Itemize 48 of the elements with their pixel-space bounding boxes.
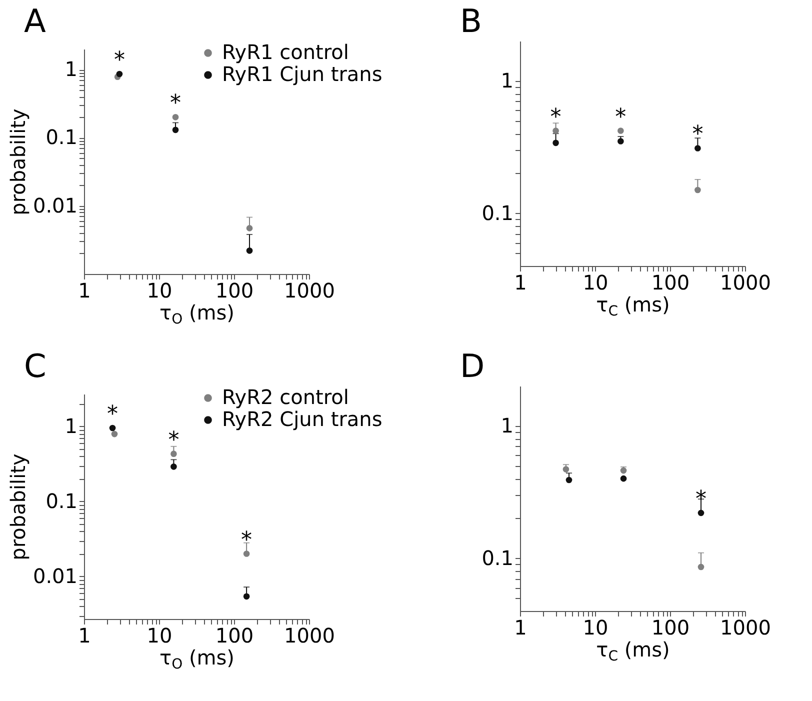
point — [552, 128, 559, 134]
annotation: * — [692, 122, 704, 148]
x-tick-label: 100 — [215, 624, 254, 648]
x-tick-label: 100 — [651, 616, 690, 640]
x-tick-label: 1000 — [720, 270, 771, 294]
x-tick-label: 10 — [146, 624, 172, 648]
chart-title: A — [24, 2, 46, 40]
legend-label: RyR1 Cjun trans — [222, 62, 382, 86]
x-axis-title: τ$_{O}$ (ms) — [160, 300, 234, 328]
annotation: * — [168, 428, 180, 453]
x-axis-title: τ$_{C}$ (ms) — [596, 292, 670, 320]
x-axis-title: τ$_{C}$ (ms) — [596, 638, 670, 665]
x-tick-label: 1000 — [720, 616, 771, 640]
annotation: * — [241, 528, 252, 553]
y-axis-title: probability — [6, 108, 30, 216]
legend-label: RyR2 Cjun trans — [222, 407, 382, 431]
y-tick-label: 1 — [500, 413, 514, 438]
legend-label: RyR1 control — [222, 40, 349, 64]
y-tick-label: 0.1 — [482, 200, 514, 225]
x-tick-label: 100 — [651, 270, 690, 294]
annotation: * — [170, 91, 182, 116]
y-tick-label: 0.1 — [46, 125, 78, 150]
chart-title: B — [460, 2, 482, 40]
y-axis-title: probability — [6, 453, 30, 560]
y-tick-label: 0.1 — [482, 546, 514, 570]
annotation: * — [550, 104, 562, 130]
x-axis-title: τ$_{O}$ (ms) — [160, 646, 234, 673]
y-tick-label: 1 — [64, 414, 78, 438]
y-tick-label: 1 — [64, 57, 78, 82]
x-tick-label: 100 — [215, 278, 254, 302]
annotation: * — [107, 402, 118, 428]
point — [694, 145, 701, 152]
x-tick-label: 1000 — [284, 624, 335, 648]
y-tick-label: 0.01 — [32, 564, 78, 588]
x-tick-label: 10 — [582, 616, 608, 640]
annotation: * — [114, 48, 125, 73]
chart-title: D — [460, 347, 485, 385]
legend-label: RyR2 control — [222, 385, 349, 409]
point — [552, 140, 559, 146]
y-tick-label: 0.1 — [46, 488, 78, 513]
y-tick-label: 1 — [500, 68, 514, 92]
x-tick-label: 10 — [146, 278, 172, 302]
chart-title: C — [24, 347, 46, 385]
annotation: * — [615, 104, 626, 130]
x-tick-label: 1000 — [284, 278, 335, 302]
x-tick-label: 10 — [582, 270, 608, 294]
y-tick-label: 0.01 — [32, 193, 78, 218]
point — [694, 186, 701, 194]
